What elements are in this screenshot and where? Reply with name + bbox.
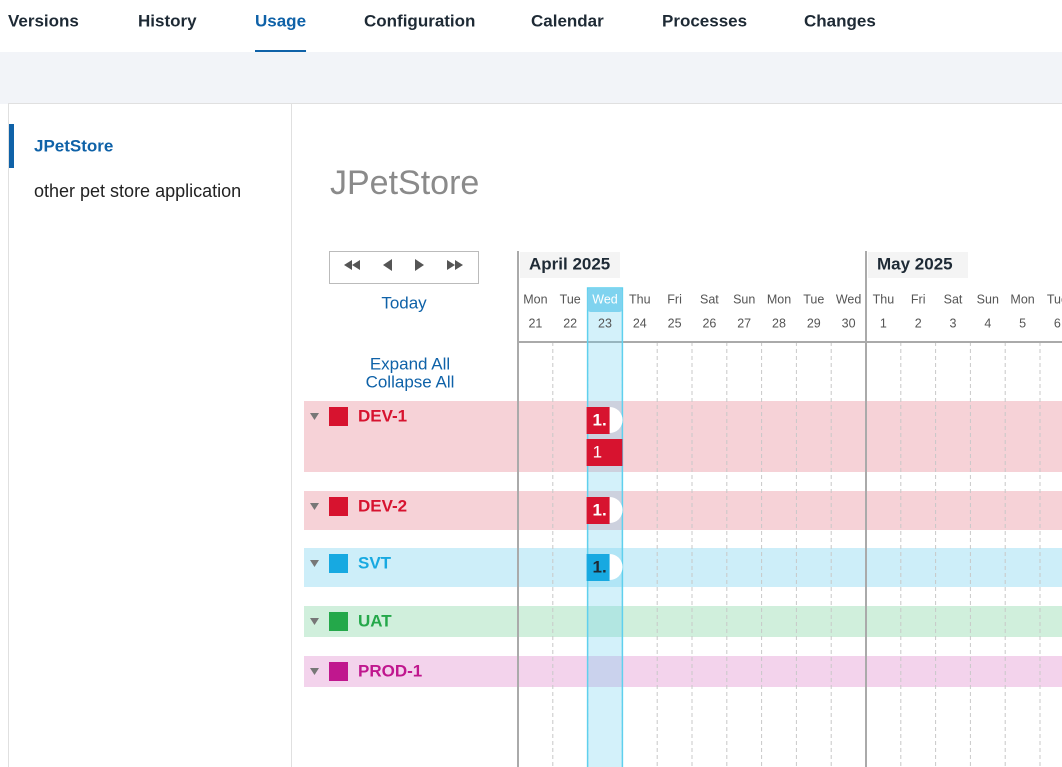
- weekday: Sun: [977, 292, 999, 306]
- sidebar-item[interactable]: other pet store application: [34, 181, 241, 201]
- month-label-bg: [520, 252, 620, 278]
- expand-toggle[interactable]: [310, 503, 319, 510]
- marker-label: 1.: [593, 500, 607, 519]
- env-name[interactable]: DEV-1: [358, 406, 407, 425]
- date: 4: [984, 316, 991, 330]
- last-button[interactable]: [447, 260, 463, 270]
- weekday: Tue: [560, 292, 581, 306]
- env-name[interactable]: PROD-1: [358, 661, 422, 680]
- marker-label: 1.: [593, 557, 607, 576]
- date: 1: [880, 316, 887, 330]
- weekday: Wed: [836, 292, 862, 306]
- expand-toggle[interactable]: [310, 668, 319, 675]
- date: 5: [1019, 316, 1026, 330]
- weekday: Fri: [667, 292, 682, 306]
- next-button[interactable]: [415, 259, 424, 271]
- env-swatch: [329, 497, 348, 516]
- weekday: Sun: [733, 292, 755, 306]
- env-name[interactable]: SVT: [358, 553, 392, 572]
- env-swatch: [329, 407, 348, 426]
- today-header: [587, 288, 623, 312]
- weekday: Sat: [944, 292, 963, 306]
- weekday: Mon: [767, 292, 791, 306]
- tab[interactable]: Changes: [804, 11, 876, 30]
- tab[interactable]: Versions: [8, 11, 79, 30]
- date: 28: [772, 316, 786, 330]
- selected-bar: [9, 124, 14, 168]
- marker[interactable]: [586, 407, 610, 434]
- marker[interactable]: [586, 497, 610, 524]
- date: 27: [737, 316, 751, 330]
- today-link[interactable]: Today: [381, 293, 427, 312]
- env-row: [304, 401, 1062, 472]
- tab[interactable]: Configuration: [364, 11, 475, 30]
- tab[interactable]: Usage: [255, 11, 306, 30]
- prev-button[interactable]: [383, 259, 392, 271]
- env-row: [304, 606, 1062, 637]
- weekday: Fri: [911, 292, 926, 306]
- collapse-all[interactable]: Collapse All: [366, 372, 455, 391]
- nav-box: [329, 251, 479, 284]
- marker[interactable]: [586, 554, 610, 581]
- expand-all[interactable]: Expand All: [370, 354, 450, 373]
- env-name[interactable]: DEV-2: [358, 496, 407, 515]
- date: 22: [563, 316, 577, 330]
- env-swatch: [329, 662, 348, 681]
- date: 30: [842, 316, 856, 330]
- weekday: Sat: [700, 292, 719, 306]
- sidebar-item[interactable]: JPetStore: [34, 136, 113, 155]
- date: 29: [807, 316, 821, 330]
- weekday: Mon: [1010, 292, 1034, 306]
- date: 25: [668, 316, 682, 330]
- weekday: Thu: [629, 292, 651, 306]
- month-label: May 2025: [877, 254, 953, 273]
- expand-toggle[interactable]: [310, 618, 319, 625]
- tab[interactable]: Processes: [662, 11, 747, 30]
- page-title: JPetStore: [330, 164, 479, 202]
- env-name[interactable]: UAT: [358, 611, 392, 630]
- env-row: [304, 548, 1062, 587]
- weekday: Thu: [873, 292, 895, 306]
- marker-label: 1: [593, 442, 602, 461]
- date: 24: [633, 316, 647, 330]
- date: 3: [950, 316, 957, 330]
- tab[interactable]: History: [138, 11, 197, 30]
- date: 21: [528, 316, 542, 330]
- marker-label: 1.: [593, 410, 607, 429]
- today-column: [586, 287, 624, 767]
- expand-toggle[interactable]: [310, 560, 319, 567]
- first-button[interactable]: [344, 260, 360, 270]
- month-label-bg: [868, 252, 968, 278]
- weekday: Tue: [1047, 292, 1062, 306]
- date: 23: [598, 316, 612, 330]
- date: 2: [915, 316, 922, 330]
- tab[interactable]: Calendar: [531, 11, 604, 30]
- expand-toggle[interactable]: [310, 413, 319, 420]
- nav-icons: [344, 259, 463, 271]
- weekday: Mon: [523, 292, 547, 306]
- env-swatch: [329, 554, 348, 573]
- env-row: [304, 491, 1062, 530]
- tab-underline: [255, 50, 307, 52]
- env-swatch: [329, 612, 348, 631]
- marker[interactable]: [586, 439, 623, 466]
- band: [0, 52, 1062, 104]
- weekday: Wed: [592, 292, 618, 306]
- date: 6: [1054, 316, 1061, 330]
- date: 26: [702, 316, 716, 330]
- month-label: April 2025: [529, 254, 610, 273]
- weekday: Tue: [803, 292, 824, 306]
